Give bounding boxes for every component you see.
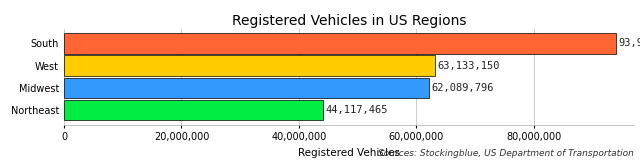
Text: 93,946,879: 93,946,879 <box>618 38 640 48</box>
X-axis label: Registered Vehicles: Registered Vehicles <box>298 148 400 158</box>
Text: Sources: Stockingblue, US Department of Transportation: Sources: Stockingblue, US Department of … <box>378 149 634 158</box>
Text: 62,089,796: 62,089,796 <box>431 83 493 93</box>
Text: 63,133,150: 63,133,150 <box>437 61 500 71</box>
Bar <box>64 33 616 54</box>
Text: 44,117,465: 44,117,465 <box>325 105 388 115</box>
Title: Registered Vehicles in US Regions: Registered Vehicles in US Regions <box>232 14 466 28</box>
Bar <box>64 78 429 98</box>
Bar <box>64 100 323 120</box>
Bar <box>64 55 435 76</box>
